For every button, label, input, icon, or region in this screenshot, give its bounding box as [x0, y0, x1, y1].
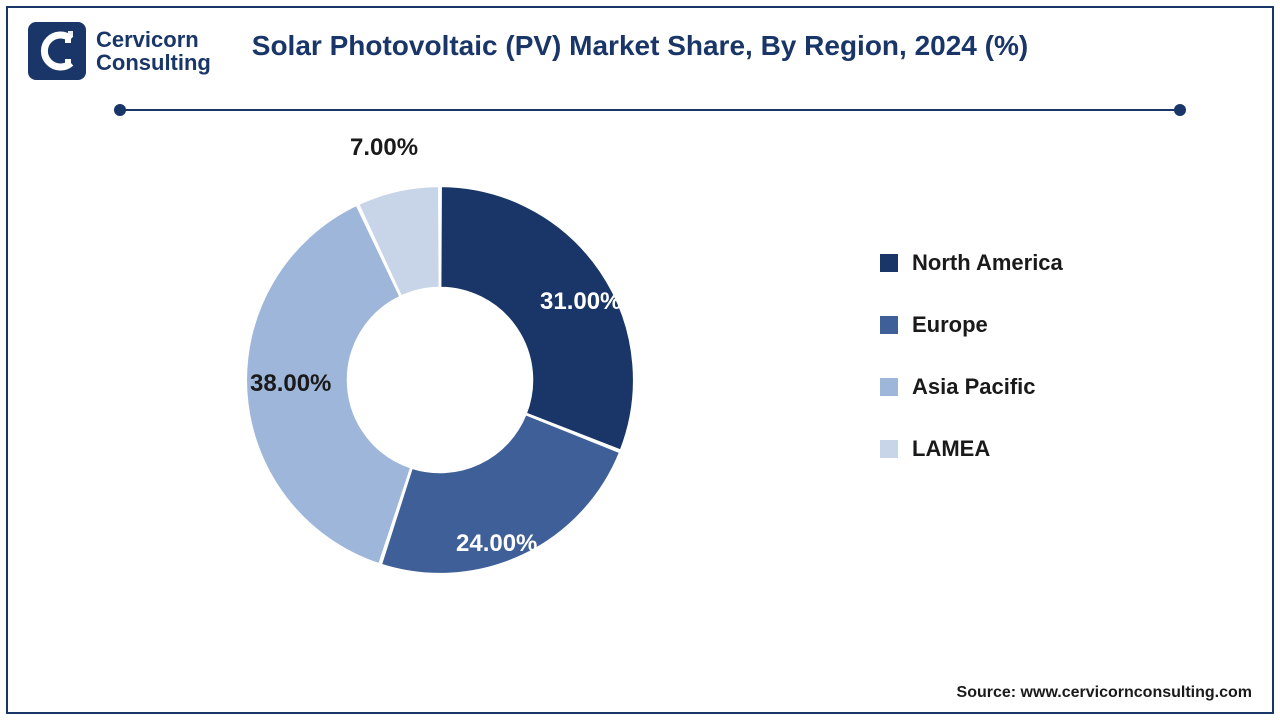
legend-item: LAMEA	[880, 436, 1063, 462]
donut-chart: 31.00%24.00%38.00%7.00%	[200, 140, 680, 620]
legend-item: Asia Pacific	[880, 374, 1063, 400]
slice-label: 38.00%	[250, 370, 331, 398]
slice-label: 31.00%	[540, 288, 621, 316]
divider-dot-right	[1174, 104, 1186, 116]
chart-title: Solar Photovoltaic (PV) Market Share, By…	[0, 30, 1280, 62]
legend: North America Europe Asia Pacific LAMEA	[880, 250, 1063, 462]
legend-label: North America	[912, 250, 1063, 276]
donut-hole	[348, 288, 533, 473]
legend-item: North America	[880, 250, 1063, 276]
legend-swatch	[880, 316, 898, 334]
legend-item: Europe	[880, 312, 1063, 338]
legend-label: Europe	[912, 312, 988, 338]
divider-dot-left	[114, 104, 126, 116]
legend-swatch	[880, 440, 898, 458]
legend-label: Asia Pacific	[912, 374, 1036, 400]
legend-label: LAMEA	[912, 436, 990, 462]
legend-swatch	[880, 254, 898, 272]
divider-line	[120, 109, 1180, 111]
slice-label: 7.00%	[350, 134, 418, 162]
legend-swatch	[880, 378, 898, 396]
slice-label: 24.00%	[456, 530, 537, 558]
title-divider	[120, 104, 1180, 116]
source-attribution: Source: www.cervicornconsulting.com	[957, 684, 1252, 702]
